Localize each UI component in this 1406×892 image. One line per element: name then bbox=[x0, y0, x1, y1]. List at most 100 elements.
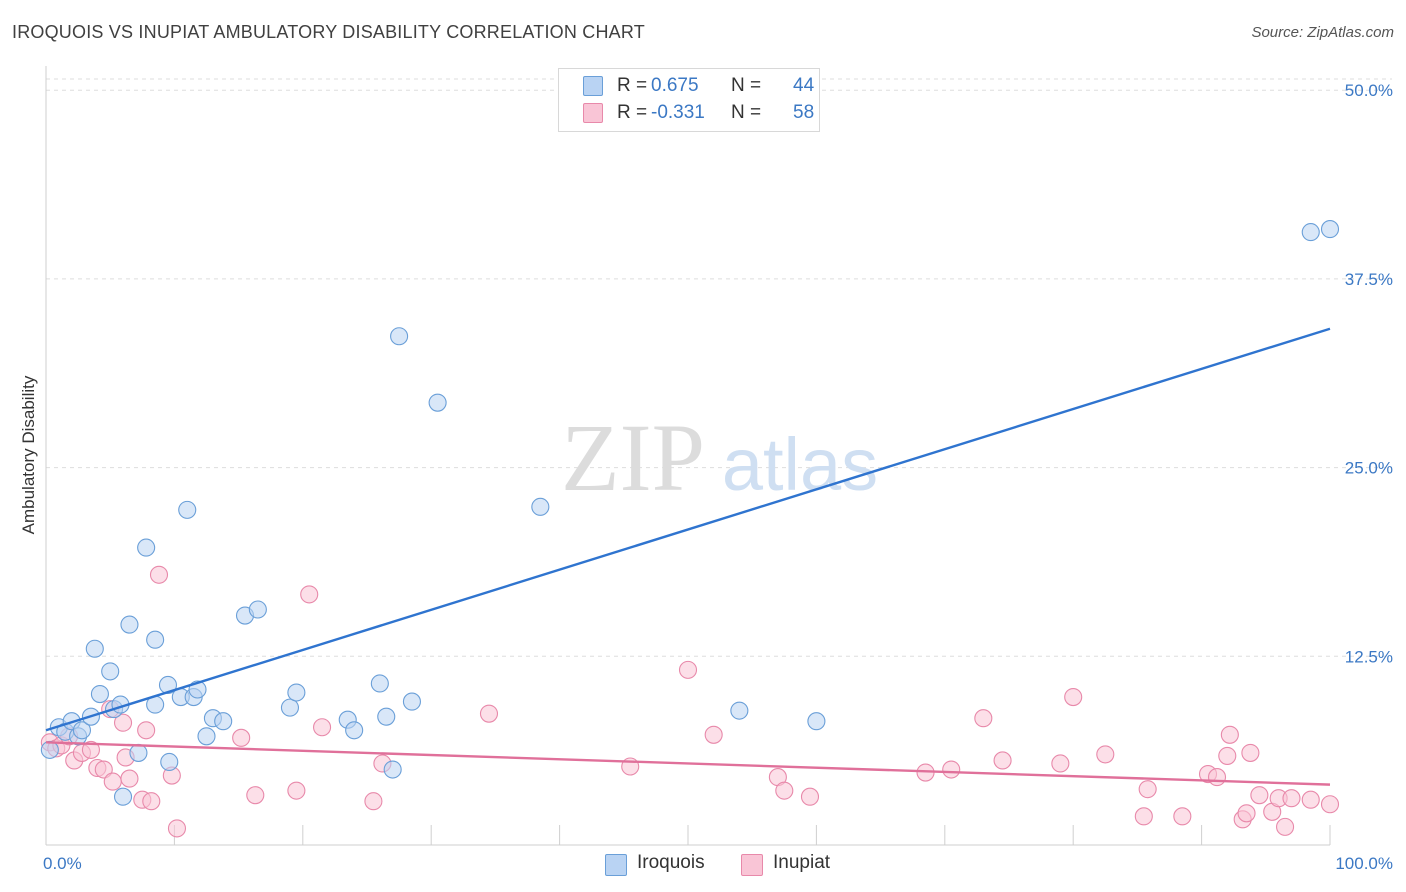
inupiat-swatch bbox=[741, 854, 763, 876]
inupiat-point bbox=[1218, 746, 1237, 765]
inupiat-point bbox=[678, 660, 698, 679]
inupiat-point bbox=[993, 751, 1012, 770]
inupiat-swatch bbox=[583, 103, 603, 123]
inupiat-point bbox=[94, 760, 113, 779]
legend-r-label: R = bbox=[617, 75, 648, 96]
iroquois-swatch bbox=[605, 854, 627, 876]
inupiat-point bbox=[942, 760, 961, 779]
inupiat-point bbox=[103, 772, 122, 791]
iroquois-swatch bbox=[583, 76, 603, 96]
inupiat-point bbox=[1096, 745, 1115, 764]
correlation-legend: R = 0.675 N = 44 R = -0.331 N = 58 bbox=[558, 68, 820, 132]
iroquois-points bbox=[40, 220, 1340, 806]
inupiat-point bbox=[232, 728, 251, 747]
iroquois-point bbox=[129, 743, 148, 762]
inupiat-point bbox=[1320, 795, 1340, 814]
inupiat-point bbox=[1241, 743, 1260, 762]
iroquois-point bbox=[85, 639, 104, 658]
inupiat-point bbox=[1282, 789, 1301, 808]
legend-r-value: 0.675 bbox=[651, 75, 699, 96]
y-tick-label: 37.5% bbox=[1345, 270, 1393, 289]
legend-n-label: N = bbox=[731, 102, 762, 123]
iroquois-point bbox=[531, 497, 550, 516]
inupiat-points bbox=[40, 565, 1340, 838]
y-tick-label: 25.0% bbox=[1345, 459, 1393, 478]
iroquois-point bbox=[280, 698, 300, 717]
iroquois-point bbox=[72, 721, 92, 740]
inupiat-point bbox=[137, 721, 156, 740]
legend-n-value: 58 bbox=[793, 102, 815, 123]
inupiat-point bbox=[1207, 768, 1227, 787]
watermark-atlas: atlas bbox=[722, 423, 878, 506]
iroquois-point bbox=[113, 787, 133, 806]
iroquois-point bbox=[101, 662, 120, 681]
inupiat-point bbox=[81, 740, 100, 759]
inupiat-point bbox=[313, 718, 332, 737]
inupiat-point bbox=[1276, 817, 1295, 836]
iroquois-point bbox=[383, 760, 402, 779]
iroquois-point bbox=[370, 674, 389, 693]
inupiat-point bbox=[142, 792, 161, 811]
y-axis-label: Ambulatory Disability bbox=[19, 375, 38, 535]
iroquois-point bbox=[90, 684, 109, 704]
inupiat-point bbox=[149, 565, 169, 584]
y-tick-label: 12.5% bbox=[1345, 647, 1393, 666]
iroquois-point bbox=[287, 683, 306, 702]
inupiat-point bbox=[479, 704, 499, 723]
inupiat-point bbox=[246, 786, 265, 805]
iroquois-point bbox=[345, 721, 364, 740]
x-tick-label: 0.0% bbox=[43, 854, 82, 873]
iroquois-point bbox=[390, 327, 409, 346]
iroquois-point bbox=[40, 740, 59, 759]
tick-labels: 12.5% 25.0% 37.5% 50.0% 0.0% 100.0% bbox=[43, 81, 1393, 873]
iroquois-point bbox=[730, 701, 749, 720]
legend-r-label: R = bbox=[617, 102, 648, 123]
inupiat-point bbox=[1064, 688, 1083, 707]
inupiat-point bbox=[775, 781, 794, 800]
trend-lines bbox=[45, 327, 1331, 786]
inupiat-point bbox=[287, 781, 306, 800]
inupiat-point bbox=[704, 725, 723, 744]
inupiat-point bbox=[800, 787, 820, 806]
watermark: ZIP atlas bbox=[561, 404, 878, 511]
inupiat-point bbox=[974, 709, 993, 728]
iroquois-trend-line bbox=[45, 327, 1331, 732]
iroquois-point bbox=[197, 727, 216, 746]
legend-r-value: -0.331 bbox=[651, 102, 705, 123]
inupiat-trend-line bbox=[45, 741, 1331, 786]
inupiat-point bbox=[1220, 725, 1239, 744]
legend-n-value: 44 bbox=[793, 75, 815, 96]
inupiat-point bbox=[1051, 754, 1070, 773]
iroquois-point bbox=[1301, 223, 1320, 242]
inupiat-point bbox=[167, 819, 187, 838]
iroquois-point bbox=[178, 500, 197, 519]
inupiat-point bbox=[1138, 780, 1157, 799]
inupiat-point bbox=[1134, 807, 1153, 826]
iroquois-point bbox=[160, 752, 179, 772]
iroquois-point bbox=[428, 393, 447, 412]
y-tick-label: 50.0% bbox=[1345, 81, 1393, 100]
chart-title: IROQUOIS VS INUPIAT AMBULATORY DISABILIT… bbox=[12, 22, 645, 42]
x-tick-label: 100.0% bbox=[1335, 854, 1393, 873]
series-name-iroquois: Iroquois bbox=[637, 852, 705, 873]
iroquois-point bbox=[120, 615, 139, 634]
inupiat-point bbox=[364, 792, 383, 811]
iroquois-point bbox=[137, 538, 156, 557]
axes bbox=[45, 66, 1331, 846]
iroquois-point bbox=[377, 707, 396, 726]
inupiat-point bbox=[120, 769, 139, 788]
inupiat-point bbox=[300, 585, 319, 604]
watermark-zip: ZIP bbox=[561, 404, 705, 511]
source-label: Source: ZipAtlas.com bbox=[1251, 24, 1394, 41]
series-name-inupiat: Inupiat bbox=[773, 852, 831, 873]
inupiat-point bbox=[1250, 786, 1269, 805]
legend-n-label: N = bbox=[731, 75, 762, 96]
iroquois-point bbox=[146, 630, 165, 649]
iroquois-point bbox=[402, 692, 421, 711]
grid-lines bbox=[46, 78, 1392, 657]
inupiat-point bbox=[1301, 790, 1320, 809]
iroquois-point bbox=[248, 600, 267, 619]
inupiat-point bbox=[1237, 804, 1256, 823]
iroquois-point bbox=[214, 712, 233, 731]
